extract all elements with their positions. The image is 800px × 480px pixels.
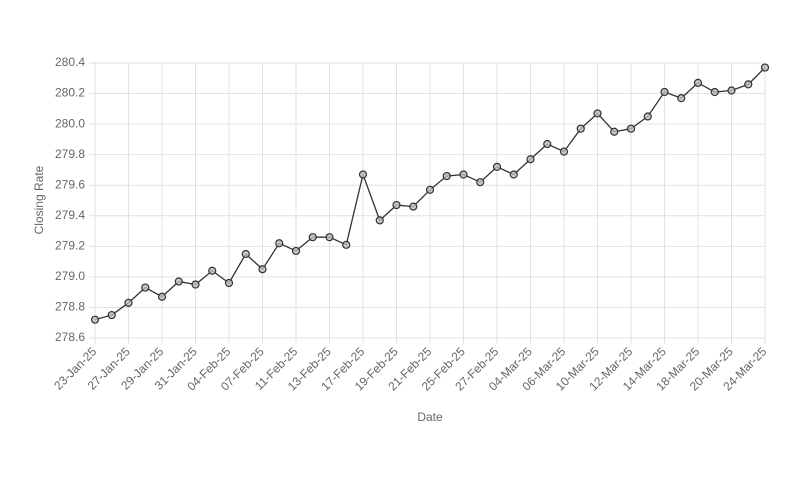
y-tick-label: 278.8 (55, 300, 85, 314)
point (308, 233, 317, 242)
point (224, 278, 234, 288)
point (325, 233, 334, 242)
point (409, 202, 418, 211)
point (593, 109, 602, 118)
point (610, 127, 619, 136)
point (157, 292, 167, 301)
point (442, 171, 451, 181)
y-tick-label: 279.2 (55, 239, 85, 253)
y-axis-title: Closing Rate (32, 165, 46, 234)
point (677, 94, 686, 103)
y-tick-label: 280.2 (55, 86, 85, 100)
point (107, 310, 116, 320)
y-tick-label: 280.0 (55, 116, 85, 130)
point (643, 112, 652, 121)
point (241, 249, 250, 259)
y-tick-label: 279.4 (55, 208, 85, 222)
point (576, 124, 585, 133)
point (191, 280, 200, 289)
point (660, 87, 669, 97)
y-tick-label: 278.6 (55, 330, 85, 344)
y-tick-label: 280.4 (55, 55, 85, 69)
point (559, 147, 569, 156)
y-tick-label: 279.6 (55, 177, 85, 191)
point (358, 170, 368, 179)
point (710, 87, 719, 97)
point (744, 80, 753, 89)
point (208, 266, 217, 275)
point (760, 63, 770, 72)
y-tick-label: 279.8 (55, 147, 85, 161)
point (275, 239, 284, 248)
point (509, 170, 518, 179)
point (375, 216, 384, 225)
point (291, 246, 301, 256)
point (459, 170, 468, 179)
point (425, 185, 435, 194)
point (141, 283, 150, 292)
point (342, 240, 351, 249)
point (174, 277, 183, 286)
point (492, 162, 502, 171)
point (543, 139, 552, 149)
point (124, 298, 133, 307)
x-axis-title: Date (417, 410, 443, 424)
point (626, 124, 636, 133)
point (727, 86, 736, 95)
point (258, 265, 267, 274)
point (90, 315, 100, 324)
point (392, 200, 401, 210)
y-tick-label: 279.0 (55, 269, 85, 283)
point (693, 78, 703, 87)
point (526, 155, 535, 164)
point (476, 178, 485, 187)
